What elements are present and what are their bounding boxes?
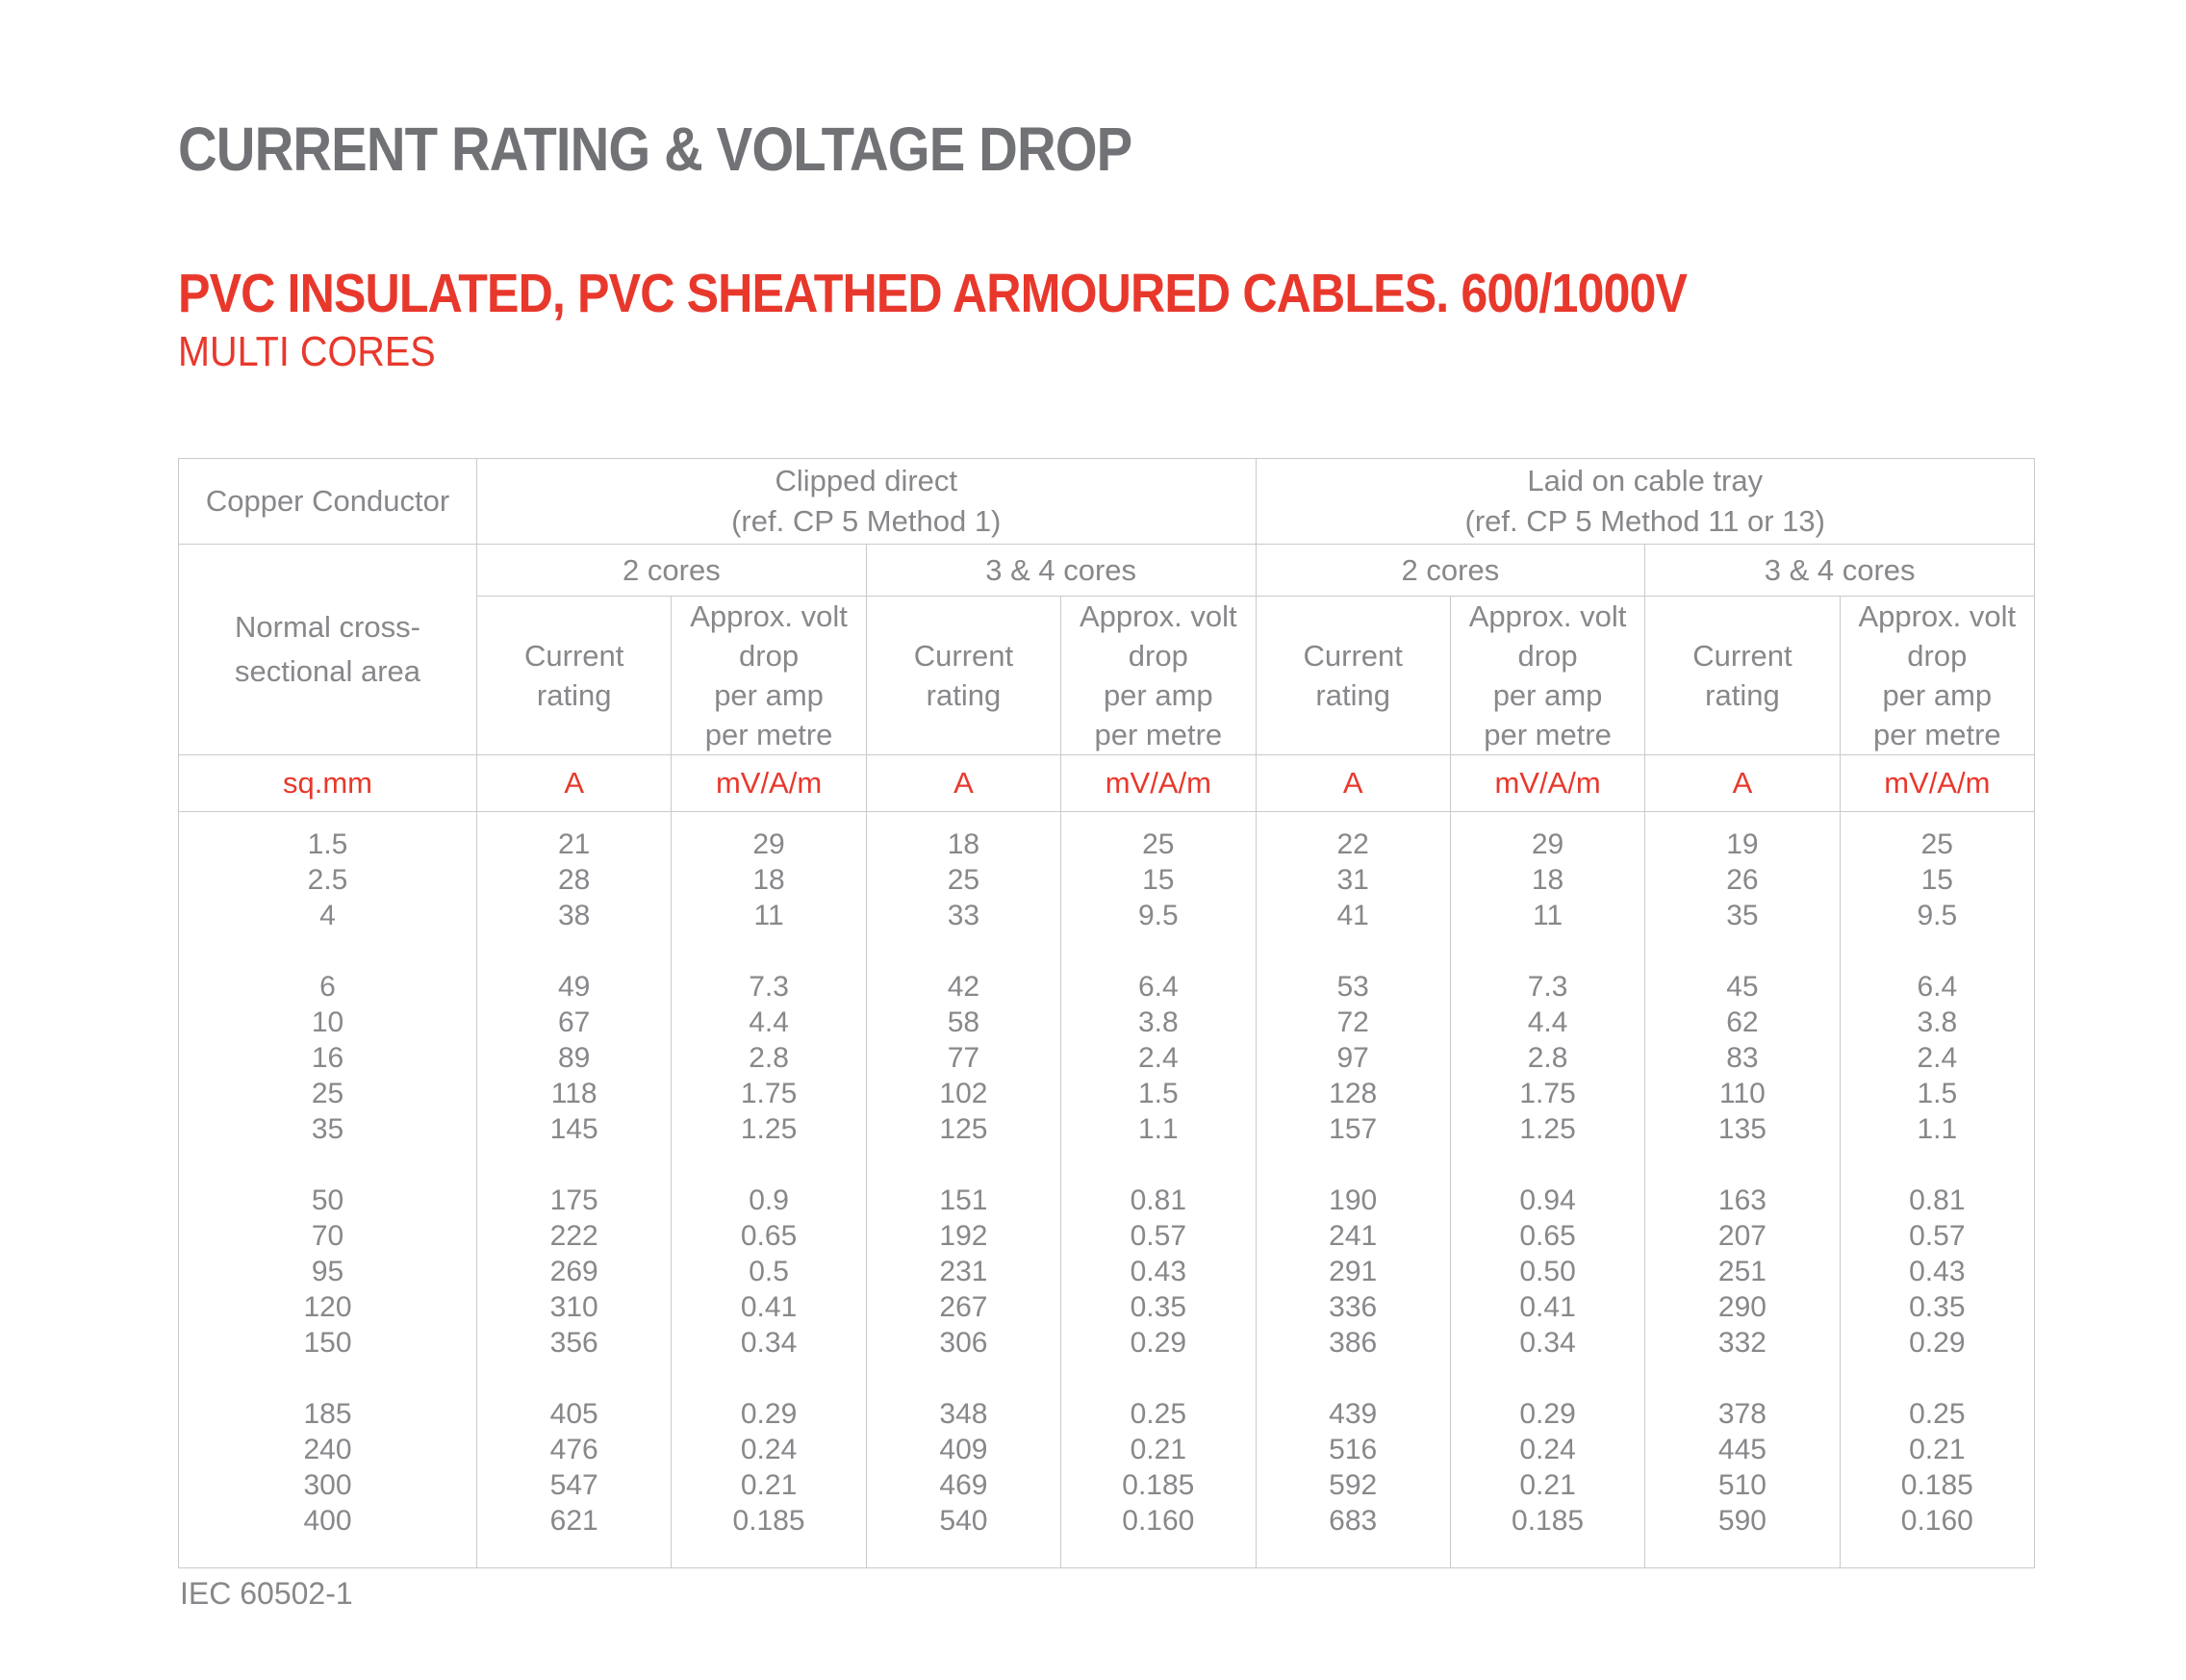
column-size-sqmm: 1.5 2.5 4 6 10 16 25 35 50 70 95 120 150 185 240 300 400 [178, 811, 477, 1568]
table-header-row-methods: Copper Conductor Clipped direct (ref. CP … [178, 458, 2035, 545]
header-cores-tray-3-4: 3 & 4 cores [1644, 544, 2035, 597]
header-cores-tray-2: 2 cores [1255, 544, 1646, 597]
table-data-row: 1.5 2.5 4 6 10 16 25 35 50 70 95 120 150 185 240 300 400… [178, 811, 2036, 1568]
column-tray-34cores-current: 19 26 35 45 62 83 110 135 163 207 251 290 332 378 445 5… [1644, 811, 1841, 1568]
header-copper-conductor: Copper Conductor [178, 458, 477, 545]
header-current-rating-clipped-2c: Current rating [475, 596, 673, 755]
column-clipped-34cores-current: 18 25 33 42 58 77 102 125 151 192 231 267 306 348 409 4… [865, 811, 1062, 1568]
header-current-rating-tray-34c: Current rating [1644, 596, 1841, 755]
table-header-row-measures: Current rating Approx. volt drop per amp per… [179, 596, 2036, 755]
page-subtitle: PVC INSULATED, PVC SHEATHED ARMOURED CAB… [178, 263, 1688, 324]
column-tray-2cores-voltdrop: 29 18 11 7.3 4.4 2.8 1.75 1.25 0.94 0.65 0.50 0.41 0… [1449, 811, 1646, 1568]
page-subtitle-secondary: MULTI CORES [178, 328, 436, 375]
unit-label-mvam-clipped-2c: mV/A/m [671, 754, 867, 812]
column-tray-2cores-current: 22 31 41 53 72 97 128 157 190 241 291 336 386 439 516 5… [1255, 811, 1451, 1568]
current-rating-voltage-drop-table: Copper Conductor Clipped direct (ref. CP … [178, 458, 2036, 1568]
column-clipped-2cores-voltdrop: 29 18 11 7.3 4.4 2.8 1.75 1.25 0.9 0.65 0.5 0.41 0.3… [671, 811, 867, 1568]
unit-label-mvam-clipped-34c: mV/A/m [1060, 754, 1257, 812]
column-tray-34cores-voltdrop: 25 15 9.5 6.4 3.8 2.4 1.5 1.1 0.81 0.57 0.43 0.35 0.… [1839, 811, 2036, 1568]
header-cores-clipped-2: 2 cores [476, 544, 867, 597]
table-header-row-cores: Normal cross-sectional area 2 cores 3 & … [178, 544, 2035, 755]
unit-label-sqmm: sq.mm [178, 754, 477, 812]
page-title: CURRENT RATING & VOLTAGE DROP [178, 115, 1132, 184]
unit-label-a-tray-34c: A [1644, 754, 1841, 812]
header-volt-drop-tray-34c: Approx. volt drop per amp per metre [1839, 596, 2036, 755]
header-current-rating-clipped-34c: Current rating [865, 596, 1062, 755]
standard-reference: IEC 60502-1 [180, 1576, 353, 1611]
header-current-rating-tray-2c: Current rating [1255, 596, 1451, 755]
unit-label-a-tray-2c: A [1255, 754, 1451, 812]
unit-label-a-clipped-34c: A [865, 754, 1062, 812]
unit-label-mvam-tray-2c: mV/A/m [1449, 754, 1646, 812]
header-laid-on-cable-tray: Laid on cable tray (ref. CP 5 Method 11 o… [1255, 458, 2035, 545]
header-clipped-direct: Clipped direct (ref. CP 5 Method 1) [476, 458, 1257, 545]
header-cross-sectional-area: Normal cross-sectional area [178, 544, 477, 755]
column-clipped-34cores-voltdrop: 25 15 9.5 6.4 3.8 2.4 1.5 1.1 0.81 0.57 0.43 0.35 0.… [1060, 811, 1257, 1568]
header-cores-clipped-3-4: 3 & 4 cores [865, 544, 1257, 597]
column-clipped-2cores-current: 21 28 38 49 67 89 118 145 175 222 269 310 356 405 476 5… [475, 811, 673, 1568]
header-volt-drop-tray-2c: Approx. volt drop per amp per metre [1449, 596, 1646, 755]
unit-label-a-clipped-2c: A [475, 754, 673, 812]
header-volt-drop-clipped-34c: Approx. volt drop per amp per metre [1060, 596, 1257, 755]
unit-label-mvam-tray-34c: mV/A/m [1839, 754, 2036, 812]
table-units-row: sq.mm A mV/A/m A mV/A/m A mV/A/m A mV/A/… [178, 754, 2036, 812]
header-volt-drop-clipped-2c: Approx. volt drop per amp per metre [671, 596, 867, 755]
